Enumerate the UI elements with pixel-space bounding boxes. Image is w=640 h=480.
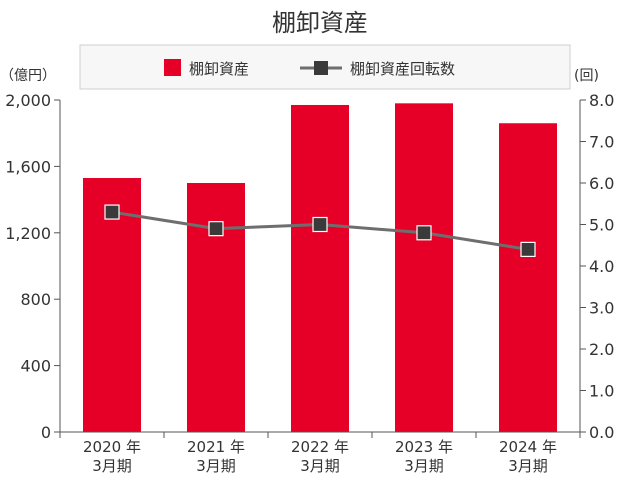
right-tick-label-7: 7.0 bbox=[589, 133, 614, 152]
turnover-point-2 bbox=[312, 216, 328, 233]
turnover-point-0 bbox=[104, 204, 120, 220]
left-axis-unit: （億円） bbox=[0, 68, 56, 84]
x-label-year-2: 2022 年 bbox=[291, 438, 349, 456]
x-label-period-4: 3月期 bbox=[508, 457, 548, 475]
x-label-year-0: 2020 年 bbox=[83, 438, 141, 456]
bar-4 bbox=[499, 123, 557, 433]
left-tick-label-3: 1,200 bbox=[5, 224, 51, 243]
left-tick-label-5: 2,000 bbox=[5, 91, 51, 110]
legend-line-label: 棚卸資産回転数 bbox=[350, 60, 455, 78]
bar-1 bbox=[187, 183, 245, 432]
left-tick-label-4: 1,600 bbox=[5, 157, 51, 176]
turnover-point-1 bbox=[208, 221, 224, 237]
left-tick-label-2: 800 bbox=[20, 290, 51, 309]
turnover-point-3 bbox=[416, 225, 432, 241]
turnover-point-4 bbox=[520, 241, 536, 257]
left-tick-label-0: 0 bbox=[41, 423, 51, 442]
x-label-year-3: 2023 年 bbox=[395, 438, 453, 456]
x-label-period-2: 3月期 bbox=[300, 457, 340, 475]
right-tick-label-6: 6.0 bbox=[589, 174, 614, 193]
x-label-period-0: 3月期 bbox=[92, 457, 132, 475]
right-tick-label-0: 0.0 bbox=[589, 423, 614, 442]
x-label-period-1: 3月期 bbox=[196, 457, 236, 475]
right-tick-label-4: 4.0 bbox=[589, 257, 614, 276]
right-tick-label-3: 3.0 bbox=[589, 299, 614, 318]
x-label-period-3: 3月期 bbox=[404, 457, 444, 475]
x-label-year-1: 2021 年 bbox=[187, 438, 245, 456]
chart-title: 棚卸資産 bbox=[272, 9, 368, 37]
right-tick-label-5: 5.0 bbox=[589, 216, 614, 235]
legend-bar-swatch bbox=[164, 59, 181, 76]
right-tick-label-8: 8.0 bbox=[589, 91, 614, 110]
legend-bar-label: 棚卸資産 bbox=[189, 60, 249, 78]
right-axis-unit: (回) bbox=[574, 68, 599, 84]
x-label-year-4: 2024 年 bbox=[499, 438, 557, 456]
legend-line-marker bbox=[314, 61, 328, 75]
bar-2 bbox=[291, 104, 349, 432]
bar-3 bbox=[395, 103, 453, 432]
bar-0 bbox=[83, 178, 141, 432]
left-tick-label-1: 400 bbox=[20, 357, 51, 376]
right-tick-label-2: 2.0 bbox=[589, 340, 614, 359]
right-tick-label-1: 1.0 bbox=[589, 382, 614, 401]
